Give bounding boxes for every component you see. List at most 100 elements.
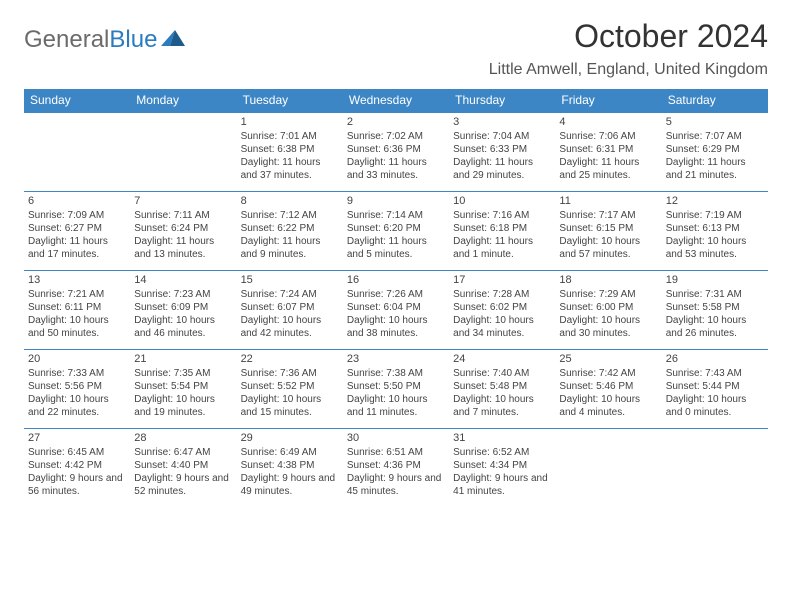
day-number: 15 xyxy=(241,273,339,287)
daylight-line: Daylight: 9 hours and 52 minutes. xyxy=(134,472,232,498)
calendar-day-cell: 11Sunrise: 7:17 AMSunset: 6:15 PMDayligh… xyxy=(555,192,661,270)
calendar-day-cell: 3Sunrise: 7:04 AMSunset: 6:33 PMDaylight… xyxy=(449,113,555,191)
dow-header: Tuesday xyxy=(237,89,343,112)
sunrise-line: Sunrise: 7:31 AM xyxy=(666,288,764,301)
sunrise-line: Sunrise: 7:24 AM xyxy=(241,288,339,301)
calendar-day-cell: 17Sunrise: 7:28 AMSunset: 6:02 PMDayligh… xyxy=(449,271,555,349)
daylight-line: Daylight: 10 hours and 19 minutes. xyxy=(134,393,232,419)
calendar-day-cell: 1Sunrise: 7:01 AMSunset: 6:38 PMDaylight… xyxy=(237,113,343,191)
sunset-line: Sunset: 6:13 PM xyxy=(666,222,764,235)
sunset-line: Sunset: 5:44 PM xyxy=(666,380,764,393)
daylight-line: Daylight: 11 hours and 33 minutes. xyxy=(347,156,445,182)
calendar-day-cell: 27Sunrise: 6:45 AMSunset: 4:42 PMDayligh… xyxy=(24,429,130,507)
sunrise-line: Sunrise: 7:09 AM xyxy=(28,209,126,222)
daylight-line: Daylight: 10 hours and 11 minutes. xyxy=(347,393,445,419)
sunrise-line: Sunrise: 7:14 AM xyxy=(347,209,445,222)
sunrise-line: Sunrise: 7:01 AM xyxy=(241,130,339,143)
sunset-line: Sunset: 6:38 PM xyxy=(241,143,339,156)
brand-part1: General xyxy=(24,26,109,53)
sunset-line: Sunset: 5:54 PM xyxy=(134,380,232,393)
sunset-line: Sunset: 4:40 PM xyxy=(134,459,232,472)
day-number: 20 xyxy=(28,352,126,366)
day-number: 11 xyxy=(559,194,657,208)
calendar-day-cell: 16Sunrise: 7:26 AMSunset: 6:04 PMDayligh… xyxy=(343,271,449,349)
day-number: 25 xyxy=(559,352,657,366)
calendar-day-cell xyxy=(555,429,661,507)
calendar-day-cell: 30Sunrise: 6:51 AMSunset: 4:36 PMDayligh… xyxy=(343,429,449,507)
daylight-line: Daylight: 11 hours and 5 minutes. xyxy=(347,235,445,261)
sunrise-line: Sunrise: 7:12 AM xyxy=(241,209,339,222)
sunset-line: Sunset: 4:38 PM xyxy=(241,459,339,472)
day-number: 8 xyxy=(241,194,339,208)
daylight-line: Daylight: 9 hours and 56 minutes. xyxy=(28,472,126,498)
dow-header: Thursday xyxy=(449,89,555,112)
sunset-line: Sunset: 4:42 PM xyxy=(28,459,126,472)
sunset-line: Sunset: 6:02 PM xyxy=(453,301,551,314)
sunrise-line: Sunrise: 7:43 AM xyxy=(666,367,764,380)
day-number: 30 xyxy=(347,431,445,445)
day-number: 9 xyxy=(347,194,445,208)
sunrise-line: Sunrise: 7:35 AM xyxy=(134,367,232,380)
daylight-line: Daylight: 10 hours and 42 minutes. xyxy=(241,314,339,340)
calendar-day-cell: 2Sunrise: 7:02 AMSunset: 6:36 PMDaylight… xyxy=(343,113,449,191)
sunset-line: Sunset: 6:09 PM xyxy=(134,301,232,314)
sunrise-line: Sunrise: 7:40 AM xyxy=(453,367,551,380)
day-number: 1 xyxy=(241,115,339,129)
calendar-week-row: 6Sunrise: 7:09 AMSunset: 6:27 PMDaylight… xyxy=(24,191,768,270)
sunrise-line: Sunrise: 7:21 AM xyxy=(28,288,126,301)
daylight-line: Daylight: 11 hours and 21 minutes. xyxy=(666,156,764,182)
month-title: October 2024 xyxy=(489,18,768,55)
sunset-line: Sunset: 6:00 PM xyxy=(559,301,657,314)
sunset-line: Sunset: 5:52 PM xyxy=(241,380,339,393)
sunset-line: Sunset: 6:15 PM xyxy=(559,222,657,235)
calendar-day-cell: 13Sunrise: 7:21 AMSunset: 6:11 PMDayligh… xyxy=(24,271,130,349)
calendar-day-cell: 20Sunrise: 7:33 AMSunset: 5:56 PMDayligh… xyxy=(24,350,130,428)
sunset-line: Sunset: 6:27 PM xyxy=(28,222,126,235)
sunset-line: Sunset: 5:48 PM xyxy=(453,380,551,393)
calendar-day-cell xyxy=(24,113,130,191)
daylight-line: Daylight: 10 hours and 15 minutes. xyxy=(241,393,339,419)
location: Little Amwell, England, United Kingdom xyxy=(489,61,768,79)
sunrise-line: Sunrise: 7:38 AM xyxy=(347,367,445,380)
daylight-line: Daylight: 11 hours and 1 minute. xyxy=(453,235,551,261)
sunset-line: Sunset: 6:04 PM xyxy=(347,301,445,314)
calendar-day-cell xyxy=(130,113,236,191)
daylight-line: Daylight: 10 hours and 46 minutes. xyxy=(134,314,232,340)
sunrise-line: Sunrise: 6:45 AM xyxy=(28,446,126,459)
day-number: 3 xyxy=(453,115,551,129)
day-number: 23 xyxy=(347,352,445,366)
day-number: 19 xyxy=(666,273,764,287)
daylight-line: Daylight: 11 hours and 17 minutes. xyxy=(28,235,126,261)
calendar-day-cell: 9Sunrise: 7:14 AMSunset: 6:20 PMDaylight… xyxy=(343,192,449,270)
day-number: 16 xyxy=(347,273,445,287)
daylight-line: Daylight: 10 hours and 7 minutes. xyxy=(453,393,551,419)
sunrise-line: Sunrise: 7:06 AM xyxy=(559,130,657,143)
sunrise-line: Sunrise: 7:17 AM xyxy=(559,209,657,222)
calendar-day-cell xyxy=(662,429,768,507)
sunset-line: Sunset: 5:46 PM xyxy=(559,380,657,393)
calendar-day-cell: 18Sunrise: 7:29 AMSunset: 6:00 PMDayligh… xyxy=(555,271,661,349)
calendar-day-cell: 4Sunrise: 7:06 AMSunset: 6:31 PMDaylight… xyxy=(555,113,661,191)
day-number: 31 xyxy=(453,431,551,445)
dow-header: Saturday xyxy=(662,89,768,112)
sunset-line: Sunset: 4:36 PM xyxy=(347,459,445,472)
sunrise-line: Sunrise: 7:02 AM xyxy=(347,130,445,143)
sunrise-line: Sunrise: 7:07 AM xyxy=(666,130,764,143)
day-number: 18 xyxy=(559,273,657,287)
daylight-line: Daylight: 10 hours and 30 minutes. xyxy=(559,314,657,340)
daylight-line: Daylight: 10 hours and 4 minutes. xyxy=(559,393,657,419)
calendar-day-cell: 14Sunrise: 7:23 AMSunset: 6:09 PMDayligh… xyxy=(130,271,236,349)
sunrise-line: Sunrise: 6:51 AM xyxy=(347,446,445,459)
calendar-day-cell: 5Sunrise: 7:07 AMSunset: 6:29 PMDaylight… xyxy=(662,113,768,191)
calendar-weeks: 1Sunrise: 7:01 AMSunset: 6:38 PM Daylight… xyxy=(24,112,768,507)
calendar-day-cell: 15Sunrise: 7:24 AMSunset: 6:07 PMDayligh… xyxy=(237,271,343,349)
calendar-week-row: 1Sunrise: 7:01 AMSunset: 6:38 PM Daylight… xyxy=(24,112,768,191)
triangle-icon xyxy=(161,30,189,50)
sunset-line: Sunset: 6:11 PM xyxy=(28,301,126,314)
day-number: 6 xyxy=(28,194,126,208)
calendar-day-cell: 24Sunrise: 7:40 AMSunset: 5:48 PMDayligh… xyxy=(449,350,555,428)
daylight-line: Daylight: 9 hours and 45 minutes. xyxy=(347,472,445,498)
daylight-line: Daylight: 10 hours and 38 minutes. xyxy=(347,314,445,340)
dow-header: Friday xyxy=(555,89,661,112)
day-number: 10 xyxy=(453,194,551,208)
